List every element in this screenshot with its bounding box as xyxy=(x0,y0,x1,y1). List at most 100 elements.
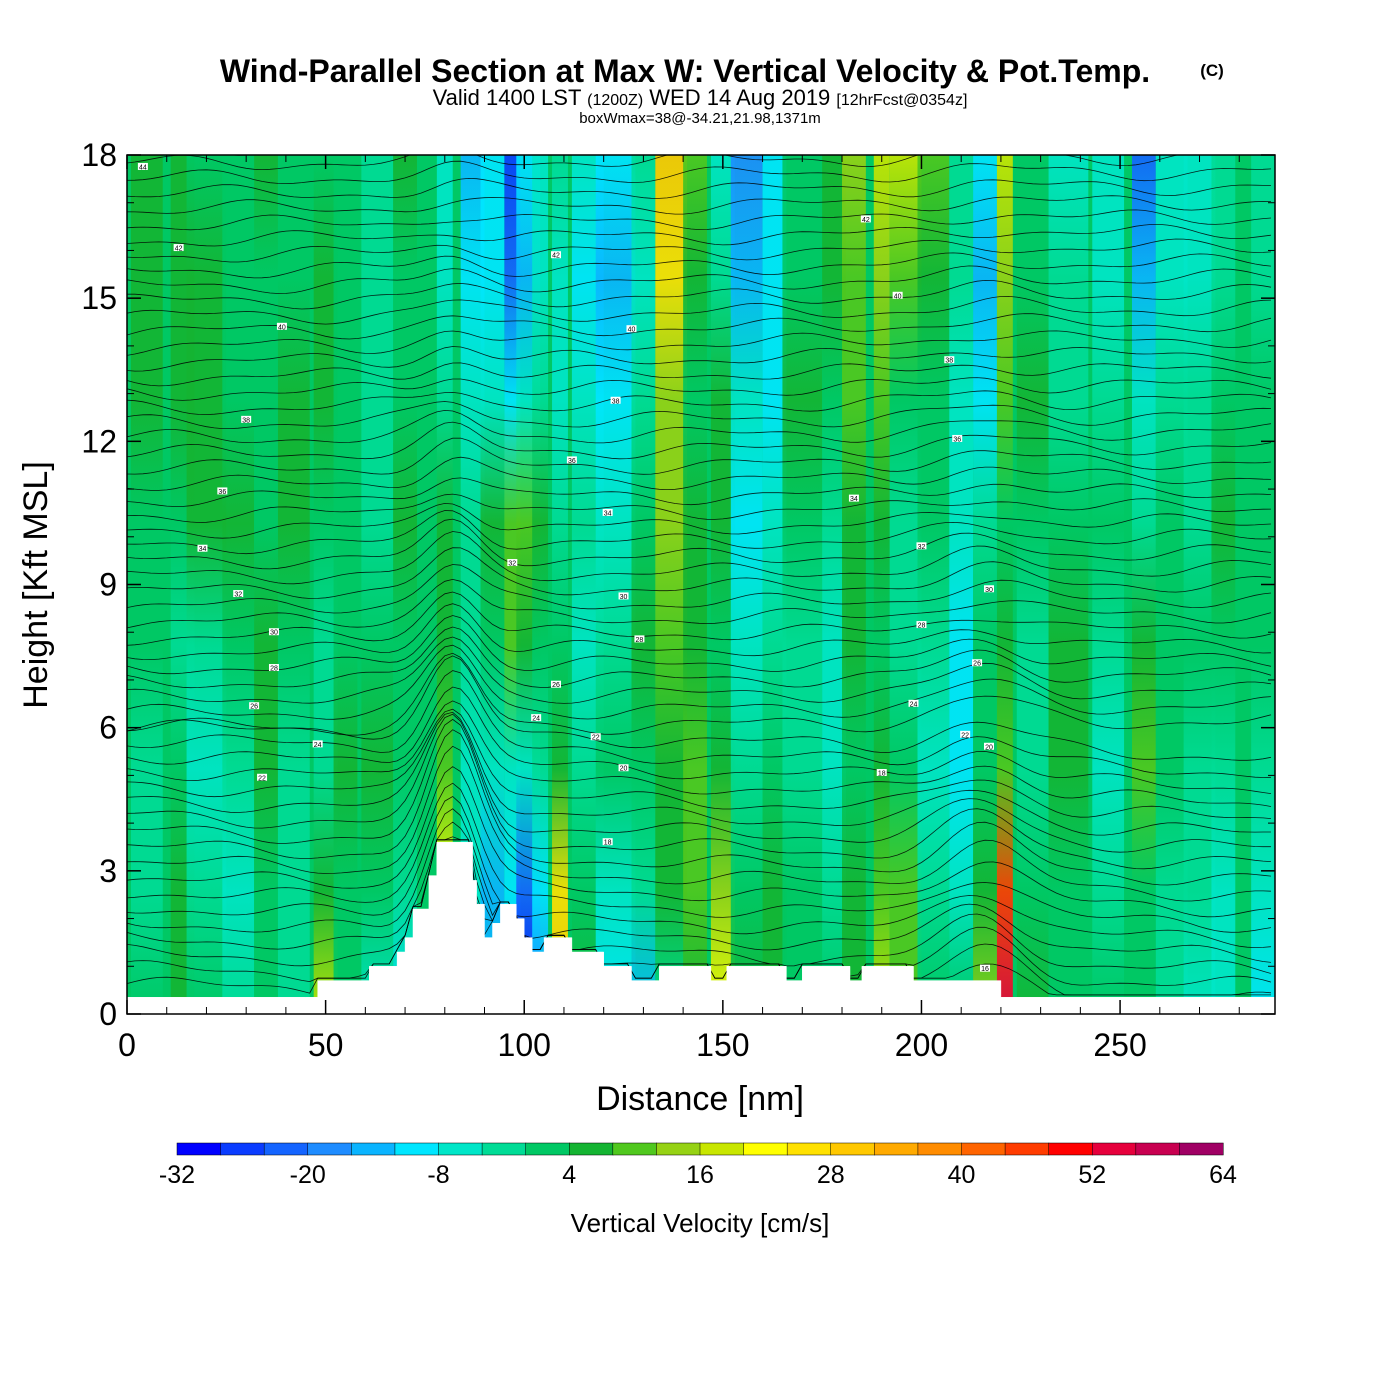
colorbar-swatch xyxy=(481,1142,527,1156)
theta-label-box xyxy=(892,291,903,299)
theta-label-box xyxy=(551,680,562,688)
colorbar-swatch xyxy=(394,1142,440,1156)
theta-label: 26 xyxy=(552,682,560,689)
velocity-column xyxy=(683,155,707,1014)
theta-contour-line xyxy=(127,313,1272,340)
theta-contour-line xyxy=(127,652,1272,736)
theta-label-box xyxy=(249,702,260,710)
y-tick-label: 18 xyxy=(81,137,117,173)
velocity-column xyxy=(460,155,485,1014)
subtitle-utc-time: (1200Z) xyxy=(587,92,643,109)
subtitle-date: WED 14 Aug 2019 xyxy=(649,85,830,110)
theta-contour-line xyxy=(127,711,1271,836)
velocity-column xyxy=(822,155,846,1014)
velocity-column xyxy=(873,155,890,1014)
theta-label-box xyxy=(602,508,613,516)
velocity-column xyxy=(996,155,1013,1014)
theta-contour-line xyxy=(127,518,1272,570)
velocity-column xyxy=(552,155,568,1014)
x-tick-label: 0 xyxy=(118,1027,136,1063)
velocity-column xyxy=(595,155,636,1014)
theta-contour-line xyxy=(127,836,1272,986)
colorbar-swatch xyxy=(874,1142,919,1156)
colorbar-swatch xyxy=(1092,1142,1137,1156)
theta-label: 32 xyxy=(508,561,516,568)
theta-contour-line xyxy=(127,603,1272,661)
theta-contour-line xyxy=(127,346,1272,372)
colorbar-tick-label: 52 xyxy=(1078,1161,1106,1189)
chart-subtitle: Valid 1400 LST (1200Z) WED 14 Aug 2019 [… xyxy=(433,85,968,110)
theta-contour-line xyxy=(127,547,1272,599)
theta-label: 24 xyxy=(314,742,322,749)
theta-contour-line xyxy=(127,578,1272,629)
colorbar-swatch xyxy=(1135,1142,1180,1156)
theta-contour-line xyxy=(127,729,1272,886)
x-tick-label: 100 xyxy=(498,1027,551,1063)
colorbar-tick-label: 4 xyxy=(562,1161,576,1189)
theta-label: 34 xyxy=(604,510,612,517)
theta-label-box xyxy=(241,415,252,423)
theta-label-box xyxy=(590,733,601,741)
x-axis-label: Distance [nm] xyxy=(596,1080,804,1118)
terrain xyxy=(127,841,1275,1014)
theta-label: 44 xyxy=(139,164,147,171)
velocity-column xyxy=(730,155,763,1014)
theta-label: 18 xyxy=(878,771,886,778)
chart-annotation-boxwmax: boxWmax=38@-34.21,21.98,1371m xyxy=(579,110,821,127)
theta-contour-line xyxy=(127,510,1272,555)
theta-contour-line xyxy=(127,713,1271,853)
theta-contour-labels: 44 42 40 38 36 34 32 30 28 26 24 22 42 40 38 36 34 32 30 28… xyxy=(137,162,994,973)
theta-label-box xyxy=(618,764,629,772)
theta-label: 22 xyxy=(592,735,600,742)
colorbar-swatch xyxy=(1048,1142,1093,1156)
theta-label-box xyxy=(566,456,577,464)
theta-label: 40 xyxy=(628,327,636,334)
theta-contour-line xyxy=(127,401,1272,429)
theta-label: 20 xyxy=(620,766,628,773)
theta-label-box xyxy=(983,742,994,750)
theta-label-box xyxy=(257,773,268,781)
theta-label: 38 xyxy=(242,417,250,424)
theta-label: 26 xyxy=(973,661,981,668)
theta-contour-line xyxy=(127,209,1272,231)
colorbar-swatch xyxy=(743,1142,788,1156)
theta-label-box xyxy=(983,585,994,593)
theta-label: 42 xyxy=(175,246,183,253)
theta-label: 28 xyxy=(636,637,644,644)
theta-label-box xyxy=(626,325,637,333)
velocity-column xyxy=(313,155,338,1014)
theta-label-box xyxy=(217,487,228,495)
theta-contour-line xyxy=(127,745,1272,902)
theta-label-box xyxy=(944,356,955,364)
velocity-column xyxy=(917,155,950,1014)
x-tick-label: 50 xyxy=(308,1027,344,1063)
theta-label-box xyxy=(507,559,518,567)
theta-label: 30 xyxy=(270,630,278,637)
plot-area: 44 42 40 38 36 34 32 30 28 26 24 22 42 40 38 36 34 32 30 28… xyxy=(127,155,1275,1014)
y-axis-label: Height [Kft MSL] xyxy=(17,461,55,709)
terrain-profile xyxy=(127,841,1275,1014)
colorbar: -32 -20 -8 4 16 28 40 52 64 xyxy=(159,1142,1237,1189)
colorbar-swatch xyxy=(656,1142,701,1156)
theta-contour-line xyxy=(127,456,1272,491)
theta-label-box xyxy=(268,628,279,636)
colorbar-swatch xyxy=(699,1142,745,1156)
theta-label: 32 xyxy=(234,592,242,599)
colorbar-swatch xyxy=(1179,1142,1224,1156)
theta-label: 30 xyxy=(985,587,993,594)
theta-contour-line xyxy=(127,177,1272,199)
theta-label: 38 xyxy=(945,358,953,365)
y-tick-label: 3 xyxy=(99,853,117,889)
theta-label-box xyxy=(233,590,244,598)
theta-contour-line xyxy=(127,686,1272,794)
colorbar-swatch xyxy=(220,1142,265,1156)
theta-label-box xyxy=(531,714,542,722)
theta-contour-line xyxy=(127,265,1272,294)
colorbar-tick-label: 28 xyxy=(817,1161,845,1189)
subtitle-forecast: [12hrFcst@0354z] xyxy=(836,92,967,109)
theta-contour-line xyxy=(127,531,1272,585)
theta-label: 22 xyxy=(961,732,969,739)
theta-label: 26 xyxy=(250,704,258,711)
